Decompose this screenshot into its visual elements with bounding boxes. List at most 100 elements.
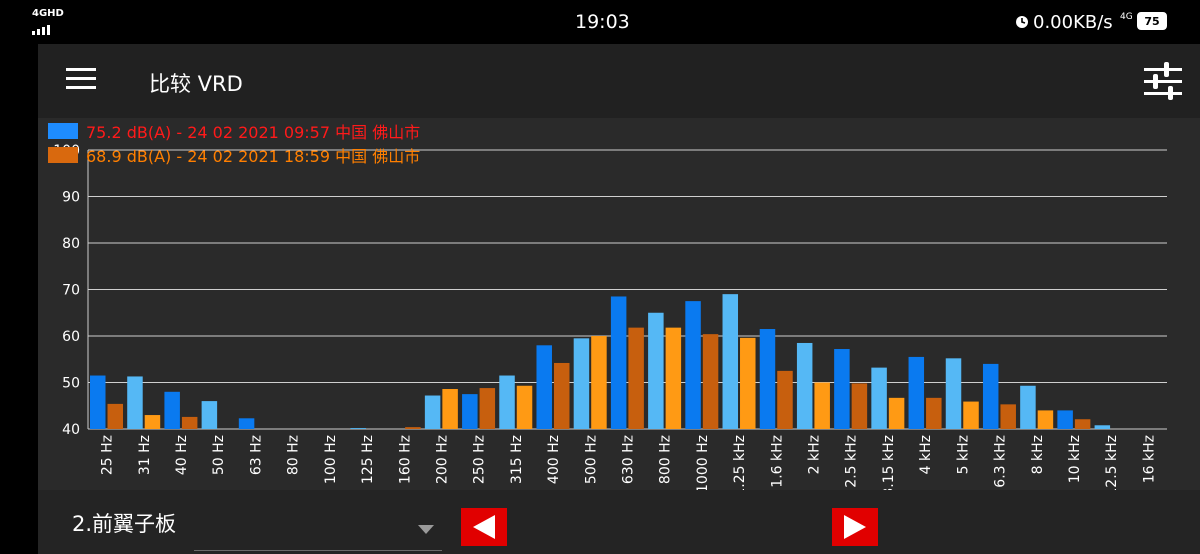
x-tick-label: 8 kHz [1030, 435, 1046, 474]
network-indicator: 4GHD [32, 8, 64, 19]
bar-series2 [553, 362, 570, 429]
x-tick-label: 125 Hz [360, 435, 376, 484]
clock: 19:03 [575, 11, 630, 33]
bar-series2 [851, 383, 868, 429]
bar-series1 [350, 428, 366, 429]
x-tick-label: 4 kHz [918, 435, 934, 474]
bar-series1 [1020, 385, 1036, 429]
bar-series1 [238, 418, 255, 429]
x-tick-label: 800 Hz [658, 435, 674, 484]
y-tick-label: 80 [62, 236, 80, 252]
x-tick-label: 160 Hz [397, 435, 413, 484]
bar-series1 [685, 301, 701, 429]
page-title: 比较 VRD [149, 72, 243, 96]
bar-series2 [740, 337, 756, 429]
x-tick-label: 2.5 kHz [844, 435, 860, 488]
bar-series1 [499, 375, 515, 429]
bar-series1 [201, 401, 218, 429]
y-tick-label: 90 [62, 190, 80, 206]
bar-series1 [1094, 425, 1111, 429]
x-tick-label: 315 Hz [509, 435, 525, 484]
bar-series1 [536, 345, 552, 429]
x-tick-label: 100 Hz [323, 435, 339, 484]
legend-swatch-2 [48, 147, 78, 163]
caret-down-icon[interactable] [418, 520, 434, 539]
x-tick-label: 16 kHz [1141, 435, 1157, 483]
bar-series2 [814, 382, 830, 429]
bar-series2 [144, 415, 161, 429]
x-tick-label: 1000 Hz [695, 435, 711, 490]
x-tick-label: 31 Hz [137, 435, 153, 475]
x-tick-label: 1.25 kHz [732, 435, 748, 490]
x-tick-label: 12.5 kHz [1104, 435, 1120, 490]
hamburger-menu-icon[interactable] [66, 68, 96, 90]
x-tick-label: 25 Hz [100, 435, 116, 475]
bar-series2 [1037, 410, 1054, 429]
x-tick-label: 1.6 kHz [769, 435, 785, 488]
bar-series2 [777, 370, 793, 429]
y-tick-label: 40 [62, 422, 80, 438]
x-tick-label: 200 Hz [434, 435, 450, 484]
bar-series2 [181, 416, 198, 429]
bar-series2 [442, 389, 458, 429]
battery-level: 75 [1144, 14, 1160, 28]
bar-series2 [888, 397, 905, 429]
battery-icon: 75 [1137, 12, 1167, 30]
bar-series2 [107, 403, 123, 429]
y-tick-label: 60 [62, 329, 80, 345]
alarm-icon [1014, 13, 1030, 33]
bar-series1 [908, 356, 925, 429]
x-tick-label: 63 Hz [248, 435, 264, 475]
section-selector[interactable]: 2.前翼子板 [72, 508, 442, 551]
bar-series2 [702, 334, 719, 429]
x-tick-label: 80 Hz [286, 435, 302, 475]
next-button[interactable] [832, 508, 878, 546]
bar-series1 [871, 367, 887, 429]
section-selector-value: 2.前翼子板 [72, 512, 177, 536]
legend-label-1: 75.2 dB(A) - 24 02 2021 09:57 中国 佛山市 [86, 123, 421, 142]
arrow-left-icon [473, 515, 495, 539]
bar-series1 [759, 329, 776, 429]
bar-series1 [610, 296, 627, 429]
arrow-right-icon [844, 515, 866, 539]
bar-series1 [127, 376, 143, 429]
signal-icon [32, 20, 52, 35]
bar-series1 [722, 294, 739, 429]
x-tick-label: 2 kHz [807, 435, 823, 474]
bar-series2 [628, 327, 644, 429]
x-tick-label: 3.15 kHz [881, 435, 897, 490]
x-tick-label: 50 Hz [211, 435, 227, 475]
network-right: 4G [1120, 12, 1133, 22]
bar-series2 [1000, 404, 1016, 429]
x-tick-label: 40 Hz [174, 435, 190, 475]
bar-series2 [479, 388, 496, 429]
bar-series1 [573, 338, 590, 429]
bar-series2 [665, 327, 682, 429]
y-tick-label: 50 [62, 376, 80, 392]
bar-series2 [926, 397, 942, 429]
y-tick-label: 70 [62, 283, 80, 299]
prev-button[interactable] [461, 508, 507, 546]
bar-series1 [796, 342, 813, 429]
legend-swatch-1 [48, 123, 78, 139]
x-tick-label: 400 Hz [546, 435, 562, 484]
legend-item-2: 68.9 dB(A) - 24 02 2021 18:59 中国 佛山市 [48, 144, 420, 166]
bar-series2 [591, 336, 607, 429]
legend-label-2: 68.9 dB(A) - 24 02 2021 18:59 中国 佛山市 [86, 147, 421, 166]
bar-series1 [90, 375, 106, 429]
x-tick-label: 630 Hz [621, 435, 637, 484]
x-tick-label: 250 Hz [472, 435, 488, 484]
status-bar: 4GHD 19:03 0.00KB/s 4G 75 [0, 0, 1200, 44]
bar-series1 [834, 349, 850, 429]
sliders-icon[interactable] [1144, 60, 1182, 100]
bar-series1 [462, 394, 478, 429]
net-speed: 0.00KB/s [1033, 12, 1113, 33]
bar-series2 [516, 385, 533, 429]
bar-series2 [405, 427, 421, 429]
bar-series1 [1057, 410, 1073, 429]
bar-series1 [424, 395, 441, 429]
x-tick-label: 5 kHz [955, 435, 971, 474]
